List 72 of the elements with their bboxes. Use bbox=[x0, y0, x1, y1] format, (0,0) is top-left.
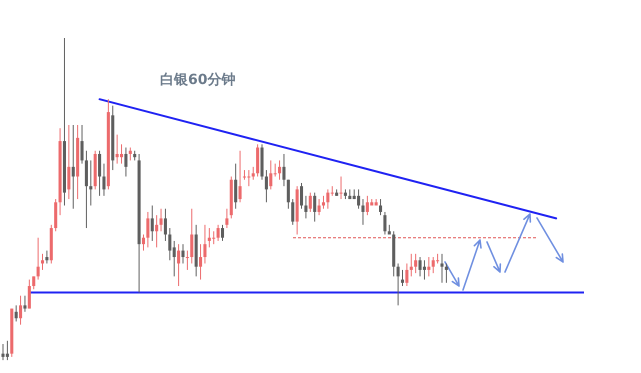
candlestick bbox=[220, 224, 224, 242]
candlestick bbox=[186, 250, 189, 270]
candlestick bbox=[150, 205, 154, 242]
candlestick bbox=[444, 262, 448, 284]
candlestick bbox=[234, 163, 238, 210]
candlestick bbox=[124, 147, 128, 178]
candlestick bbox=[6, 340, 9, 361]
candlestick bbox=[379, 198, 382, 216]
candlestick bbox=[414, 253, 418, 274]
candlestick bbox=[291, 198, 294, 226]
candlestick bbox=[212, 230, 216, 245]
candlestick bbox=[67, 124, 70, 200]
candlestick bbox=[98, 150, 102, 196]
candlestick bbox=[278, 160, 282, 180]
candlestick bbox=[322, 195, 326, 210]
candlestick bbox=[282, 153, 286, 187]
candlestick bbox=[300, 182, 304, 210]
candlestick bbox=[116, 134, 119, 164]
candlestick bbox=[155, 214, 158, 248]
candlestick bbox=[45, 250, 48, 264]
candlestick bbox=[405, 262, 408, 287]
candlestick bbox=[383, 211, 386, 235]
candlestick bbox=[313, 192, 316, 222]
candlestick bbox=[203, 224, 206, 264]
candlestick bbox=[199, 244, 202, 280]
candlestick bbox=[40, 253, 44, 270]
candlestick bbox=[19, 295, 22, 326]
candlestick bbox=[142, 234, 146, 252]
candlestick bbox=[432, 256, 435, 274]
candlestick bbox=[80, 124, 84, 164]
candlestick bbox=[128, 147, 132, 161]
candlestick bbox=[168, 228, 172, 261]
candlestick bbox=[164, 208, 167, 242]
candlestick bbox=[225, 208, 228, 229]
candlestick bbox=[89, 160, 92, 206]
candlestick bbox=[308, 192, 312, 212]
text: 白银60分钟 bbox=[160, 72, 236, 88]
candlestick bbox=[177, 244, 180, 287]
candlestick bbox=[120, 144, 124, 164]
candlestick bbox=[238, 150, 242, 203]
candlestick bbox=[146, 211, 150, 248]
candlestick bbox=[216, 224, 220, 242]
candlestick bbox=[264, 170, 268, 203]
candlestick bbox=[181, 244, 185, 264]
candlestick bbox=[23, 295, 26, 312]
candlestick bbox=[410, 253, 413, 277]
candlestick bbox=[252, 166, 255, 180]
candlestick bbox=[190, 208, 194, 264]
candlestick bbox=[36, 237, 40, 280]
candlestick bbox=[286, 179, 290, 210]
candlestick bbox=[14, 304, 18, 322]
candlestick bbox=[361, 198, 365, 226]
candlestick bbox=[339, 176, 343, 200]
candlestick bbox=[269, 160, 272, 190]
candlestick bbox=[388, 224, 391, 235]
candlestick bbox=[160, 208, 163, 232]
candlestick bbox=[247, 170, 250, 187]
candlestick bbox=[133, 150, 136, 161]
candlestick bbox=[102, 163, 106, 196]
candlestick bbox=[422, 260, 426, 280]
candlestick bbox=[344, 188, 347, 200]
candlestick bbox=[28, 279, 31, 310]
candlestick bbox=[32, 276, 36, 290]
candlestick bbox=[304, 195, 308, 219]
candlestick bbox=[418, 256, 422, 277]
candlestick bbox=[400, 269, 404, 287]
candlestick bbox=[1, 344, 5, 361]
candlestick bbox=[318, 198, 321, 216]
candlestick bbox=[72, 124, 75, 210]
candlestick bbox=[427, 256, 430, 277]
candlestick bbox=[396, 262, 400, 306]
candlestick bbox=[440, 253, 444, 284]
